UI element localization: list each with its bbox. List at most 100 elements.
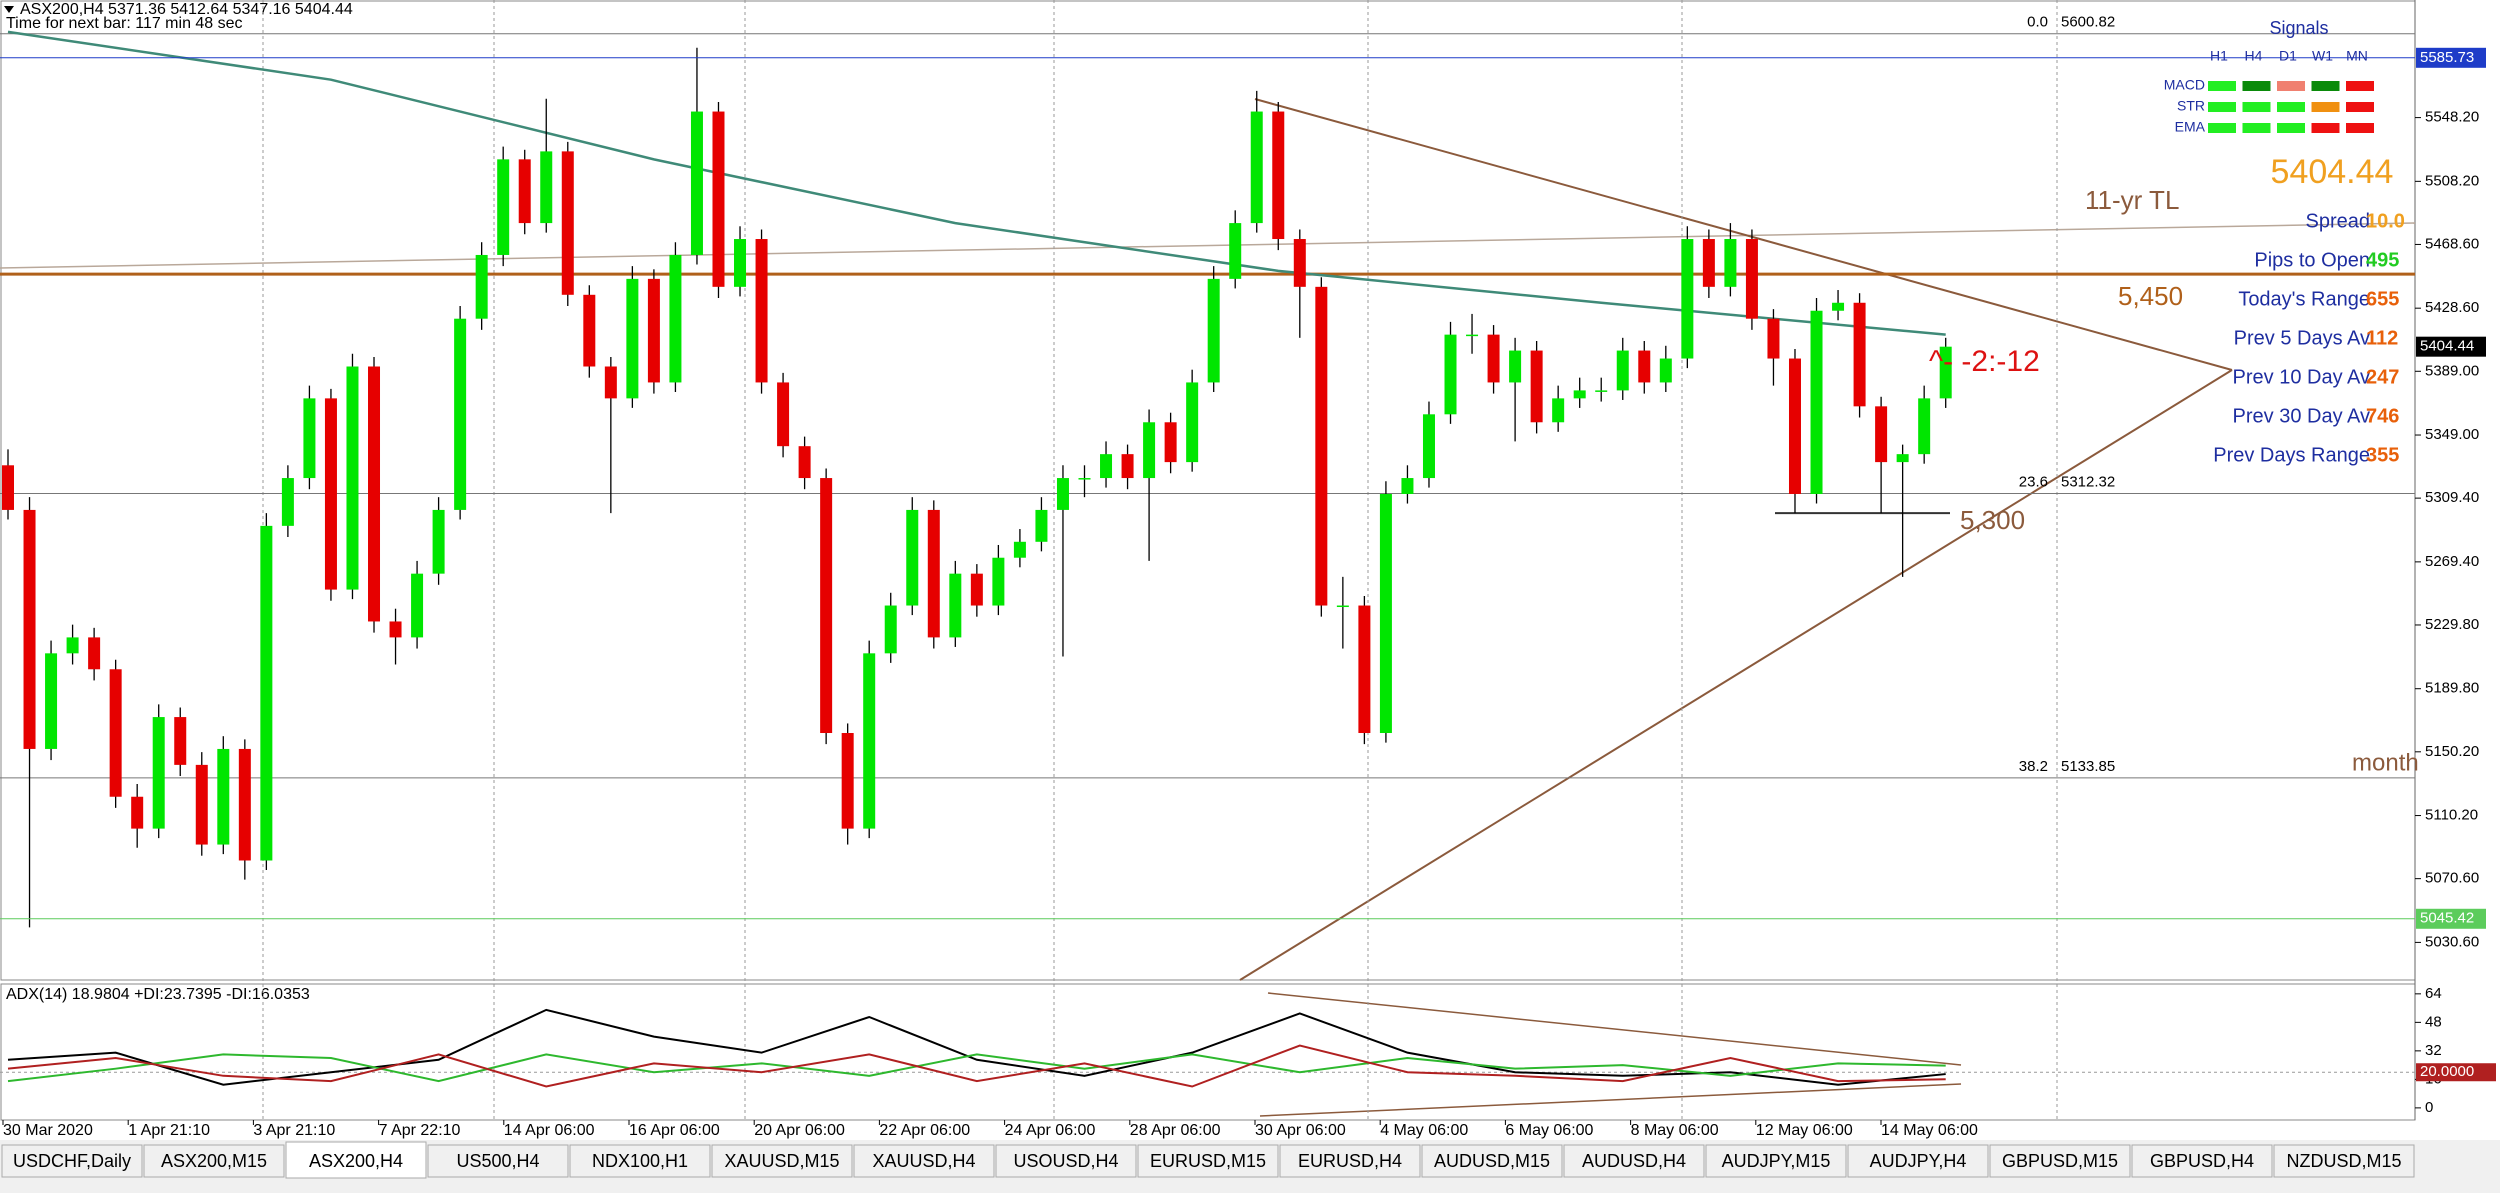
candle-body	[303, 398, 316, 479]
candle-body	[1143, 422, 1156, 479]
candle-body	[1810, 310, 1823, 494]
candle-body	[841, 733, 854, 829]
price-tag-box	[2416, 336, 2486, 357]
fib-price: 5133.85	[2061, 758, 2115, 775]
candle-body	[1530, 350, 1543, 423]
signal-cell	[2208, 81, 2236, 91]
tab-label[interactable]: AUDJPY,M15	[1722, 1151, 1831, 1171]
panel-column: H1	[2210, 48, 2228, 64]
fib-price: 5600.82	[2061, 14, 2115, 31]
y-tick-label: 5468.60	[2425, 235, 2479, 252]
adx-upper-trendline	[1267, 992, 1962, 1066]
x-tick-label: 30 Apr 06:00	[1255, 1122, 1346, 1139]
candle-body	[734, 239, 747, 287]
fib-price: 5312.32	[2061, 473, 2115, 490]
tab[interactable]	[1563, 1144, 1705, 1178]
active-tab[interactable]	[285, 1141, 427, 1179]
tab-label[interactable]: XAUUSD,H4	[872, 1151, 975, 1171]
stat-label: Prev Days Range	[2213, 444, 2370, 466]
panel-column: MN	[2346, 48, 2368, 64]
candle-body	[1229, 223, 1242, 279]
candle-body	[712, 111, 725, 287]
tab[interactable]	[1989, 1144, 2131, 1178]
candle-body	[755, 239, 768, 383]
panel-column: H4	[2245, 48, 2263, 64]
tab-label[interactable]: NZDUSD,M15	[2286, 1151, 2401, 1171]
panel-title: Signals	[2269, 18, 2328, 38]
candle-body	[798, 446, 811, 479]
tab[interactable]	[995, 1144, 1137, 1178]
tab[interactable]	[853, 1144, 995, 1178]
candle-body	[669, 254, 682, 383]
x-tick-label: 20 Apr 06:00	[754, 1122, 845, 1139]
signal-cell	[2208, 123, 2236, 133]
y-tick-label: 48	[2425, 1013, 2442, 1030]
tab[interactable]	[427, 1144, 569, 1178]
tab[interactable]	[2131, 1144, 2273, 1178]
tab[interactable]	[1705, 1144, 1847, 1178]
candle-body	[1896, 454, 1909, 463]
y-tick-label: 5508.20	[2425, 172, 2479, 189]
signal-cell	[2311, 102, 2340, 112]
candle-body	[1444, 334, 1457, 415]
indicator-line	[7, 1053, 1946, 1083]
tab[interactable]	[1421, 1144, 1563, 1178]
tab-label[interactable]: NDX100,H1	[592, 1151, 688, 1171]
y-tick-label: 32	[2425, 1042, 2442, 1059]
tab[interactable]	[1847, 1144, 1989, 1178]
candle-body	[1315, 286, 1328, 606]
tab-label[interactable]: EURUSD,H4	[1298, 1151, 1402, 1171]
candle-body	[1401, 478, 1414, 494]
tab-label[interactable]: GBPUSD,H4	[2150, 1151, 2254, 1171]
tab[interactable]	[143, 1144, 285, 1178]
signal-cell	[2277, 102, 2305, 112]
y-tick-label: 5229.80	[2425, 616, 2479, 633]
annotation: ^- -2:-12	[1929, 345, 2040, 378]
x-tick-label: 28 Apr 06:00	[1130, 1122, 1221, 1139]
tab-label[interactable]: AUDJPY,H4	[1870, 1151, 1967, 1171]
tab[interactable]	[569, 1144, 711, 1178]
tab[interactable]	[1279, 1144, 1421, 1178]
candle-body	[561, 151, 574, 295]
tab[interactable]	[711, 1144, 853, 1178]
tab-label[interactable]: ASX200,H4	[309, 1151, 403, 1171]
tab[interactable]	[1, 1144, 143, 1178]
tab-label[interactable]: AUDUSD,M15	[1434, 1151, 1550, 1171]
tab-label[interactable]: ASX200,M15	[161, 1151, 267, 1171]
panel-column: W1	[2312, 48, 2333, 64]
tab-label[interactable]: GBPUSD,M15	[2002, 1151, 2118, 1171]
candle-body	[949, 573, 962, 638]
candle-body	[518, 159, 531, 224]
tab-label[interactable]: EURUSD,M15	[1150, 1151, 1266, 1171]
tab-label[interactable]: AUDUSD,H4	[1582, 1151, 1686, 1171]
signal-cell	[2242, 102, 2271, 112]
candle-body	[454, 318, 467, 510]
tab[interactable]	[2273, 1144, 2415, 1178]
tab[interactable]	[1137, 1144, 1279, 1178]
stat-value: 495	[2366, 249, 2399, 271]
stat-value: 746	[2366, 405, 2399, 427]
candle-body	[217, 748, 230, 845]
x-tick-label: 12 May 06:00	[1756, 1122, 1853, 1139]
tab-label[interactable]: USDCHF,Daily	[13, 1151, 131, 1171]
candle-body	[1207, 278, 1220, 383]
tab-label[interactable]: XAUUSD,M15	[724, 1151, 839, 1171]
x-tick-label: 30 Mar 2020	[3, 1122, 93, 1139]
tab-label[interactable]: US500,H4	[456, 1151, 539, 1171]
signal-cell	[2311, 123, 2340, 133]
panel-column: D1	[2279, 48, 2297, 64]
signal-cell	[2346, 102, 2374, 112]
candle-body	[281, 478, 294, 526]
candle-body	[1724, 239, 1737, 287]
panel-price: 5404.44	[2271, 153, 2394, 191]
tab-label[interactable]: USOUSD,H4	[1013, 1151, 1118, 1171]
stat-label: Pips to Open	[2254, 249, 2370, 271]
candle-body	[1745, 239, 1758, 319]
candle-body	[1336, 605, 1349, 608]
candle-body	[884, 605, 897, 654]
candle-body	[1659, 358, 1672, 383]
adx-lower-trendline	[1259, 1083, 1962, 1117]
moving-average	[7, 30, 1946, 336]
